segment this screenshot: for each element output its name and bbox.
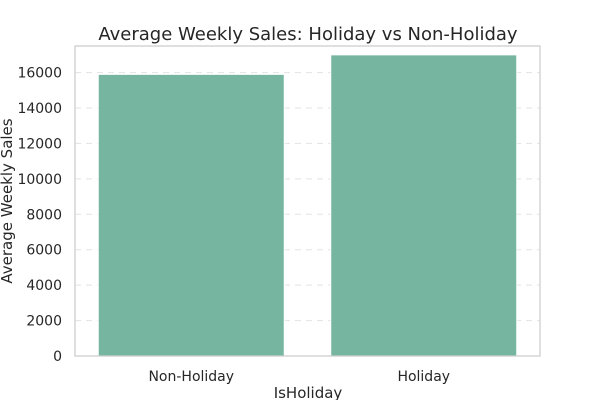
y-tick-label: 16000 [17, 66, 62, 82]
x-tick-labels: Non-Holiday Holiday [148, 369, 450, 385]
x-tick-label: Non-Holiday [148, 369, 234, 385]
bar-holiday [330, 54, 518, 357]
y-tick-label: 8000 [26, 207, 62, 223]
y-tick-label: 6000 [26, 243, 62, 259]
y-tick-label: 2000 [26, 314, 62, 330]
plot-frame [74, 45, 541, 357]
y-tick-label: 14000 [17, 101, 62, 117]
y-tick-label: 12000 [17, 136, 62, 152]
x-tick-label: Holiday [397, 369, 450, 385]
y-tick-labels: 0 2000 4000 6000 8000 10000 12000 14000 16000 [17, 66, 62, 365]
y-axis-label: Average Weekly Sales [0, 118, 16, 283]
bar-non-holiday [97, 73, 285, 357]
x-axis-label: IsHoliday [274, 384, 343, 400]
y-tick-label: 0 [53, 349, 62, 365]
y-tick-label: 10000 [17, 172, 62, 188]
bar-layer [97, 54, 518, 357]
y-tick-label: 4000 [26, 278, 62, 294]
chart-title: Average Weekly Sales: Holiday vs Non-Hol… [98, 24, 518, 45]
